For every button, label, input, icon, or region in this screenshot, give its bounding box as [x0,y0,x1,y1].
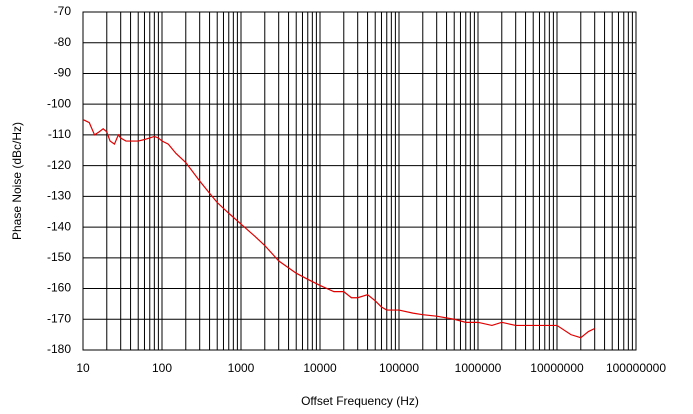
y-tick-label: -120 [47,158,71,172]
data-line [82,119,595,339]
x-tick-label: 100 [152,361,172,375]
y-tick-label: -70 [54,4,72,18]
y-axis-label: Phase Noise (dBc/Hz) [10,122,24,240]
y-tick-label: -130 [47,189,71,203]
y-tick-label: -180 [47,342,71,356]
y-tick-label: -160 [47,281,71,295]
y-tick-label: -100 [47,96,71,110]
y-tick-label: -80 [54,35,72,49]
x-tick-label: 10000 [303,361,337,375]
x-tick-label: 1000000 [455,361,502,375]
y-tick-label: -170 [47,311,71,325]
y-tick-label: -150 [47,250,71,264]
y-tick-label: -140 [47,219,71,233]
x-tick-label: 100000 [379,361,419,375]
x-axis-label: Offset Frequency (Hz) [301,394,419,408]
x-tick-label: 10 [76,361,90,375]
y-tick-label: -90 [54,66,72,80]
x-tick-label: 100000000 [606,361,666,375]
x-tick-label: 10000000 [530,361,584,375]
x-tick-label: 1000 [228,361,255,375]
y-tick-label: -110 [48,127,71,141]
plot-area [82,11,637,351]
